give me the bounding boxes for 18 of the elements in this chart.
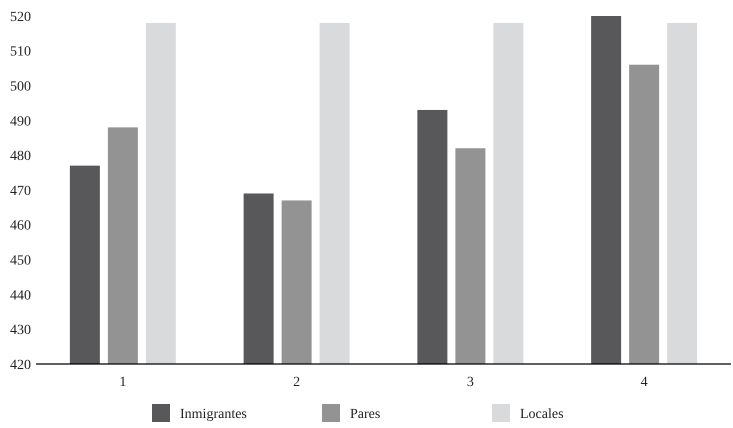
y-tick-label: 460: [10, 218, 31, 234]
x-tick-label: 4: [640, 375, 648, 390]
y-tick-label: 500: [10, 80, 31, 94]
x-tick-label: 1: [119, 375, 126, 390]
y-tick-label: 520: [10, 10, 31, 25]
legend-label: Inmigrantes: [180, 406, 247, 422]
legend-label: Locales: [520, 406, 564, 422]
x-tick-label: 2: [293, 375, 300, 390]
y-tick-label: 470: [10, 184, 31, 199]
y-tick-label: 490: [10, 114, 31, 130]
y-tick-label: 510: [10, 44, 31, 60]
y-tick-label: 480: [10, 149, 31, 164]
legend-label: Pares: [350, 406, 380, 422]
y-tick-label: 430: [10, 323, 31, 338]
y-tick-label: 450: [10, 254, 31, 268]
y-tick-label: 440: [10, 288, 31, 304]
y-tick-label: 420: [10, 358, 31, 373]
x-tick-label: 3: [466, 375, 474, 390]
